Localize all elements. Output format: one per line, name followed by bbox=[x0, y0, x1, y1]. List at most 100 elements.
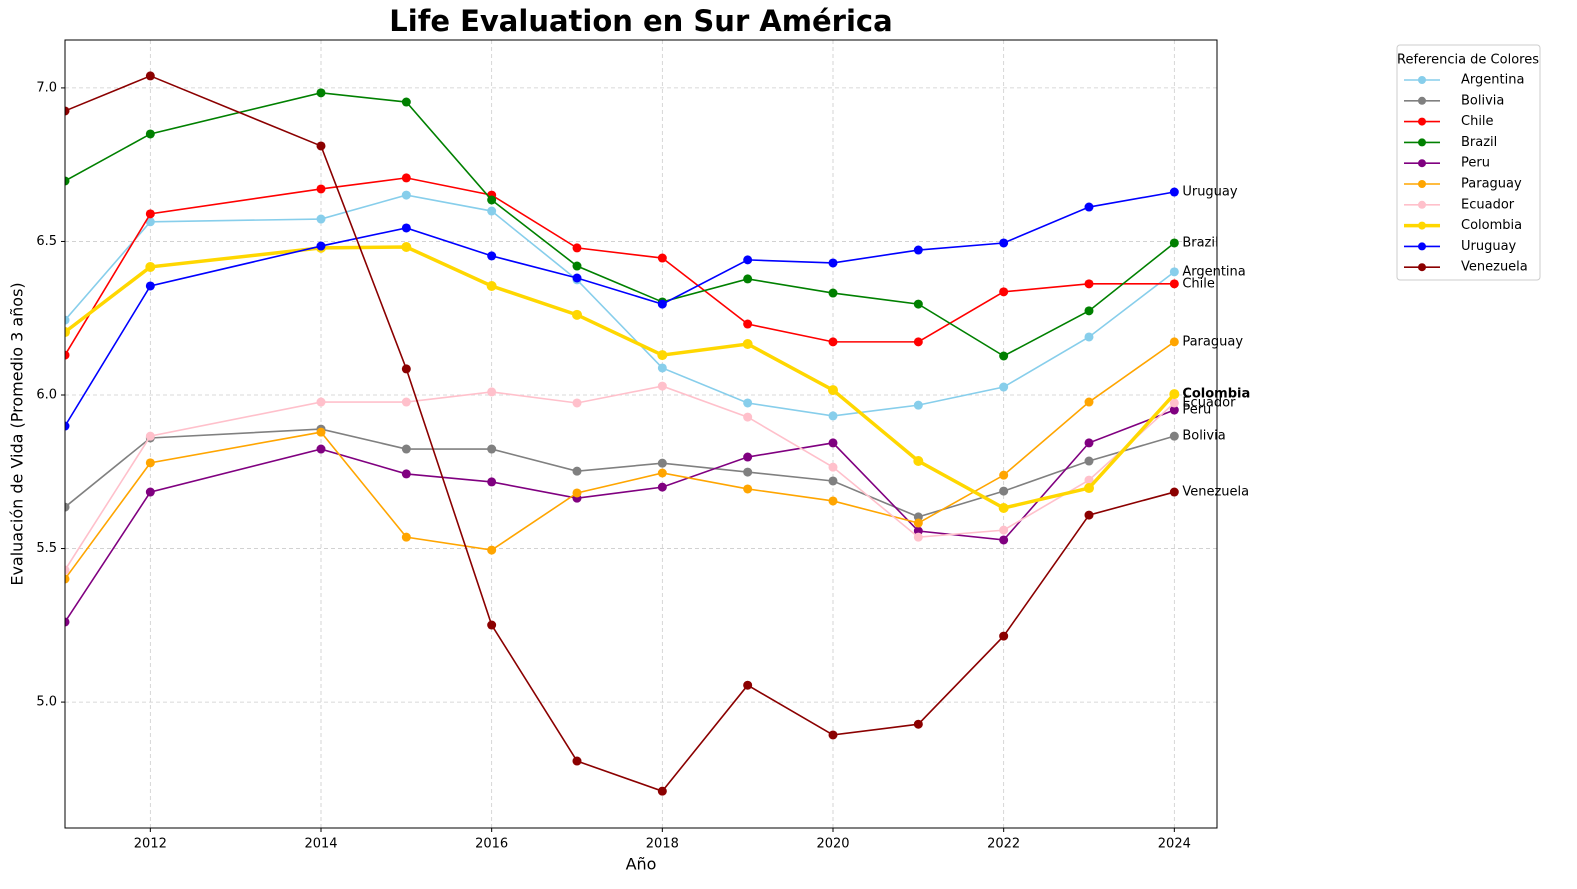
x-tick-label: 2020 bbox=[816, 837, 849, 852]
data-point bbox=[145, 431, 155, 441]
x-tick-label: 2012 bbox=[134, 837, 167, 852]
data-point bbox=[65, 574, 70, 584]
data-point bbox=[743, 680, 753, 690]
data-point bbox=[999, 470, 1009, 480]
data-point bbox=[316, 241, 326, 251]
y-tick-label: 6.5 bbox=[36, 234, 57, 249]
y-tick-label: 5.5 bbox=[36, 541, 57, 556]
data-point bbox=[316, 141, 326, 151]
data-point bbox=[316, 427, 326, 437]
data-point bbox=[999, 486, 1009, 496]
legend-marker bbox=[1418, 263, 1426, 272]
data-point bbox=[913, 400, 923, 410]
data-point bbox=[999, 631, 1009, 641]
data-point bbox=[486, 280, 497, 291]
legend-marker bbox=[1418, 221, 1426, 230]
data-point bbox=[145, 261, 156, 272]
data-point bbox=[657, 468, 667, 478]
data-point bbox=[487, 620, 497, 630]
data-point bbox=[572, 756, 582, 766]
data-point bbox=[828, 730, 838, 740]
data-point bbox=[828, 288, 838, 298]
data-point bbox=[401, 469, 411, 479]
data-point bbox=[657, 786, 667, 796]
data-point bbox=[657, 458, 667, 468]
data-point bbox=[999, 287, 1009, 297]
data-point bbox=[1169, 389, 1180, 400]
data-point bbox=[1169, 405, 1179, 415]
data-point bbox=[316, 214, 326, 224]
data-point bbox=[1084, 332, 1094, 342]
data-point bbox=[487, 206, 497, 216]
data-point bbox=[145, 129, 155, 139]
data-point bbox=[913, 299, 923, 309]
data-point bbox=[1084, 397, 1094, 407]
data-point bbox=[657, 299, 667, 309]
data-point bbox=[999, 238, 1009, 248]
data-point bbox=[316, 397, 326, 407]
data-point bbox=[487, 477, 497, 487]
data-point bbox=[913, 518, 923, 528]
legend-marker bbox=[1418, 76, 1426, 84]
data-point bbox=[487, 387, 497, 397]
data-point bbox=[1084, 279, 1094, 289]
data-point bbox=[1169, 187, 1179, 197]
legend-box bbox=[1396, 44, 1541, 281]
data-point bbox=[401, 190, 411, 200]
data-point bbox=[657, 482, 667, 492]
data-point bbox=[828, 476, 838, 486]
legend-marker bbox=[1418, 200, 1426, 209]
data-point bbox=[487, 251, 497, 261]
plot-frame bbox=[64, 39, 1218, 829]
legend-label: Venezuela bbox=[1461, 260, 1528, 275]
legend-label: Argentina bbox=[1461, 73, 1524, 88]
data-point bbox=[913, 532, 923, 542]
data-point bbox=[572, 309, 582, 320]
data-point bbox=[742, 339, 753, 350]
legend-marker bbox=[1418, 117, 1426, 126]
data-point bbox=[487, 444, 497, 454]
end-label: Colombia bbox=[1182, 387, 1250, 402]
data-point bbox=[913, 245, 923, 255]
data-point bbox=[1084, 438, 1094, 448]
legend-label: Peru bbox=[1461, 156, 1490, 171]
data-point bbox=[828, 258, 838, 268]
data-point bbox=[657, 253, 667, 263]
legend-label: Ecuador bbox=[1461, 197, 1515, 212]
data-point bbox=[743, 319, 753, 329]
data-point bbox=[401, 223, 411, 233]
data-point bbox=[743, 484, 753, 494]
data-point bbox=[1084, 306, 1094, 316]
data-point bbox=[1169, 431, 1179, 441]
end-label: Peru bbox=[1182, 403, 1211, 418]
data-point bbox=[487, 545, 497, 555]
data-point bbox=[316, 184, 326, 194]
data-point bbox=[1084, 483, 1094, 494]
data-point bbox=[572, 243, 582, 253]
data-point bbox=[572, 466, 582, 476]
data-point bbox=[401, 444, 411, 454]
data-point bbox=[1084, 510, 1094, 520]
data-point bbox=[1169, 279, 1179, 289]
data-point bbox=[401, 97, 411, 107]
data-point bbox=[913, 719, 923, 729]
x-tick-label: 2022 bbox=[987, 837, 1020, 852]
data-point bbox=[828, 411, 838, 421]
data-point bbox=[743, 274, 753, 284]
data-point bbox=[999, 525, 1009, 535]
data-point bbox=[65, 565, 70, 575]
data-point bbox=[145, 487, 155, 497]
data-point bbox=[145, 281, 155, 291]
y-tick-label: 6.0 bbox=[36, 387, 57, 402]
data-point bbox=[572, 261, 582, 271]
data-point bbox=[1084, 202, 1094, 212]
legend-label: Uruguay bbox=[1461, 239, 1517, 254]
legend-label: Paraguay bbox=[1461, 177, 1522, 192]
data-point bbox=[1084, 456, 1094, 466]
data-point bbox=[401, 364, 411, 374]
data-point bbox=[743, 452, 753, 462]
data-point bbox=[1169, 267, 1179, 277]
legend-title: Referencia de Colores bbox=[1397, 53, 1539, 68]
end-label: Bolivia bbox=[1182, 429, 1225, 444]
